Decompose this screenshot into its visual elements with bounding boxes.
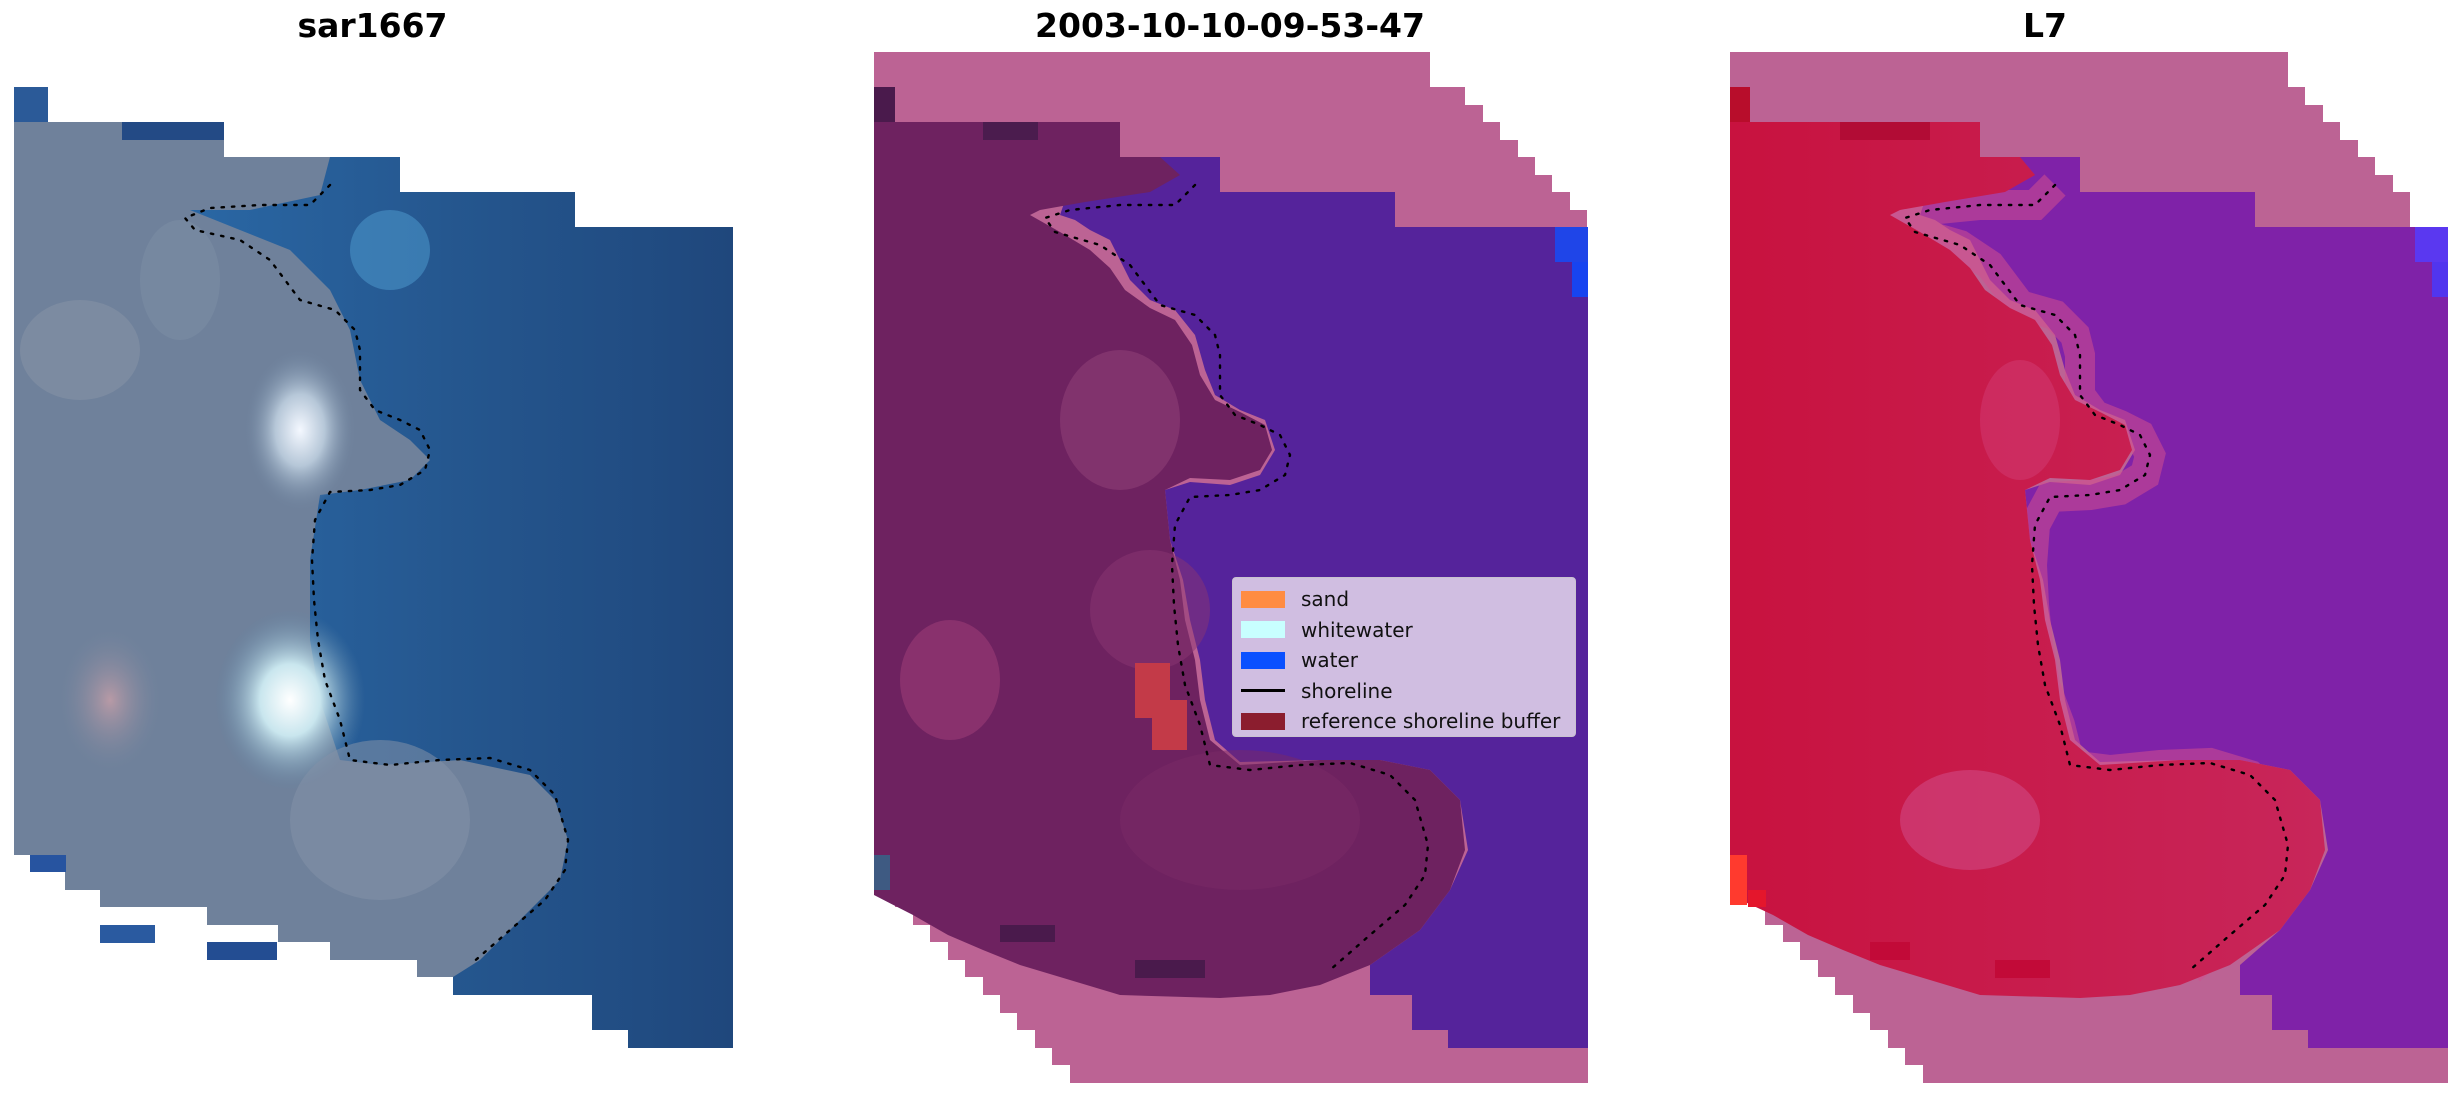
reference-buffer-swatch — [1241, 712, 1285, 730]
classified-image-panel: 2003-10-10-09-53-47 — [820, 0, 1640, 1096]
sand-swatch — [1241, 590, 1285, 608]
legend-label-whitewater: whitewater — [1301, 617, 1413, 642]
shoreline-line-swatch — [1241, 689, 1285, 693]
legend-label-shoreline: shoreline — [1301, 678, 1393, 703]
probability-image — [1730, 52, 2448, 1083]
panel-title-l7: L7 — [2023, 6, 2067, 45]
panel-title-date: 2003-10-10-09-53-47 — [1035, 6, 1425, 45]
classified-image — [874, 52, 1588, 1083]
legend: sand whitewater water shoreline referenc… — [1232, 577, 1576, 737]
legend-item-sand: sand — [1241, 584, 1567, 615]
legend-item-water: water — [1241, 645, 1567, 676]
rgb-image-panel: sar1667 — [0, 0, 820, 1096]
whitewater-swatch — [1241, 621, 1285, 639]
legend-label-sand: sand — [1301, 587, 1350, 612]
legend-item-shoreline: shoreline — [1241, 676, 1567, 707]
rgb-satellite-image — [14, 87, 733, 1048]
legend-item-reference-buffer: reference shoreline buffer — [1241, 706, 1567, 737]
panel-title-rgb: sar1667 — [297, 6, 448, 45]
water-swatch — [1241, 651, 1285, 669]
legend-label-reference-buffer: reference shoreline buffer — [1301, 709, 1561, 734]
probability-image-panel: L7 — [1640, 0, 2460, 1096]
legend-item-whitewater: whitewater — [1241, 615, 1567, 646]
legend-label-water: water — [1301, 648, 1358, 673]
